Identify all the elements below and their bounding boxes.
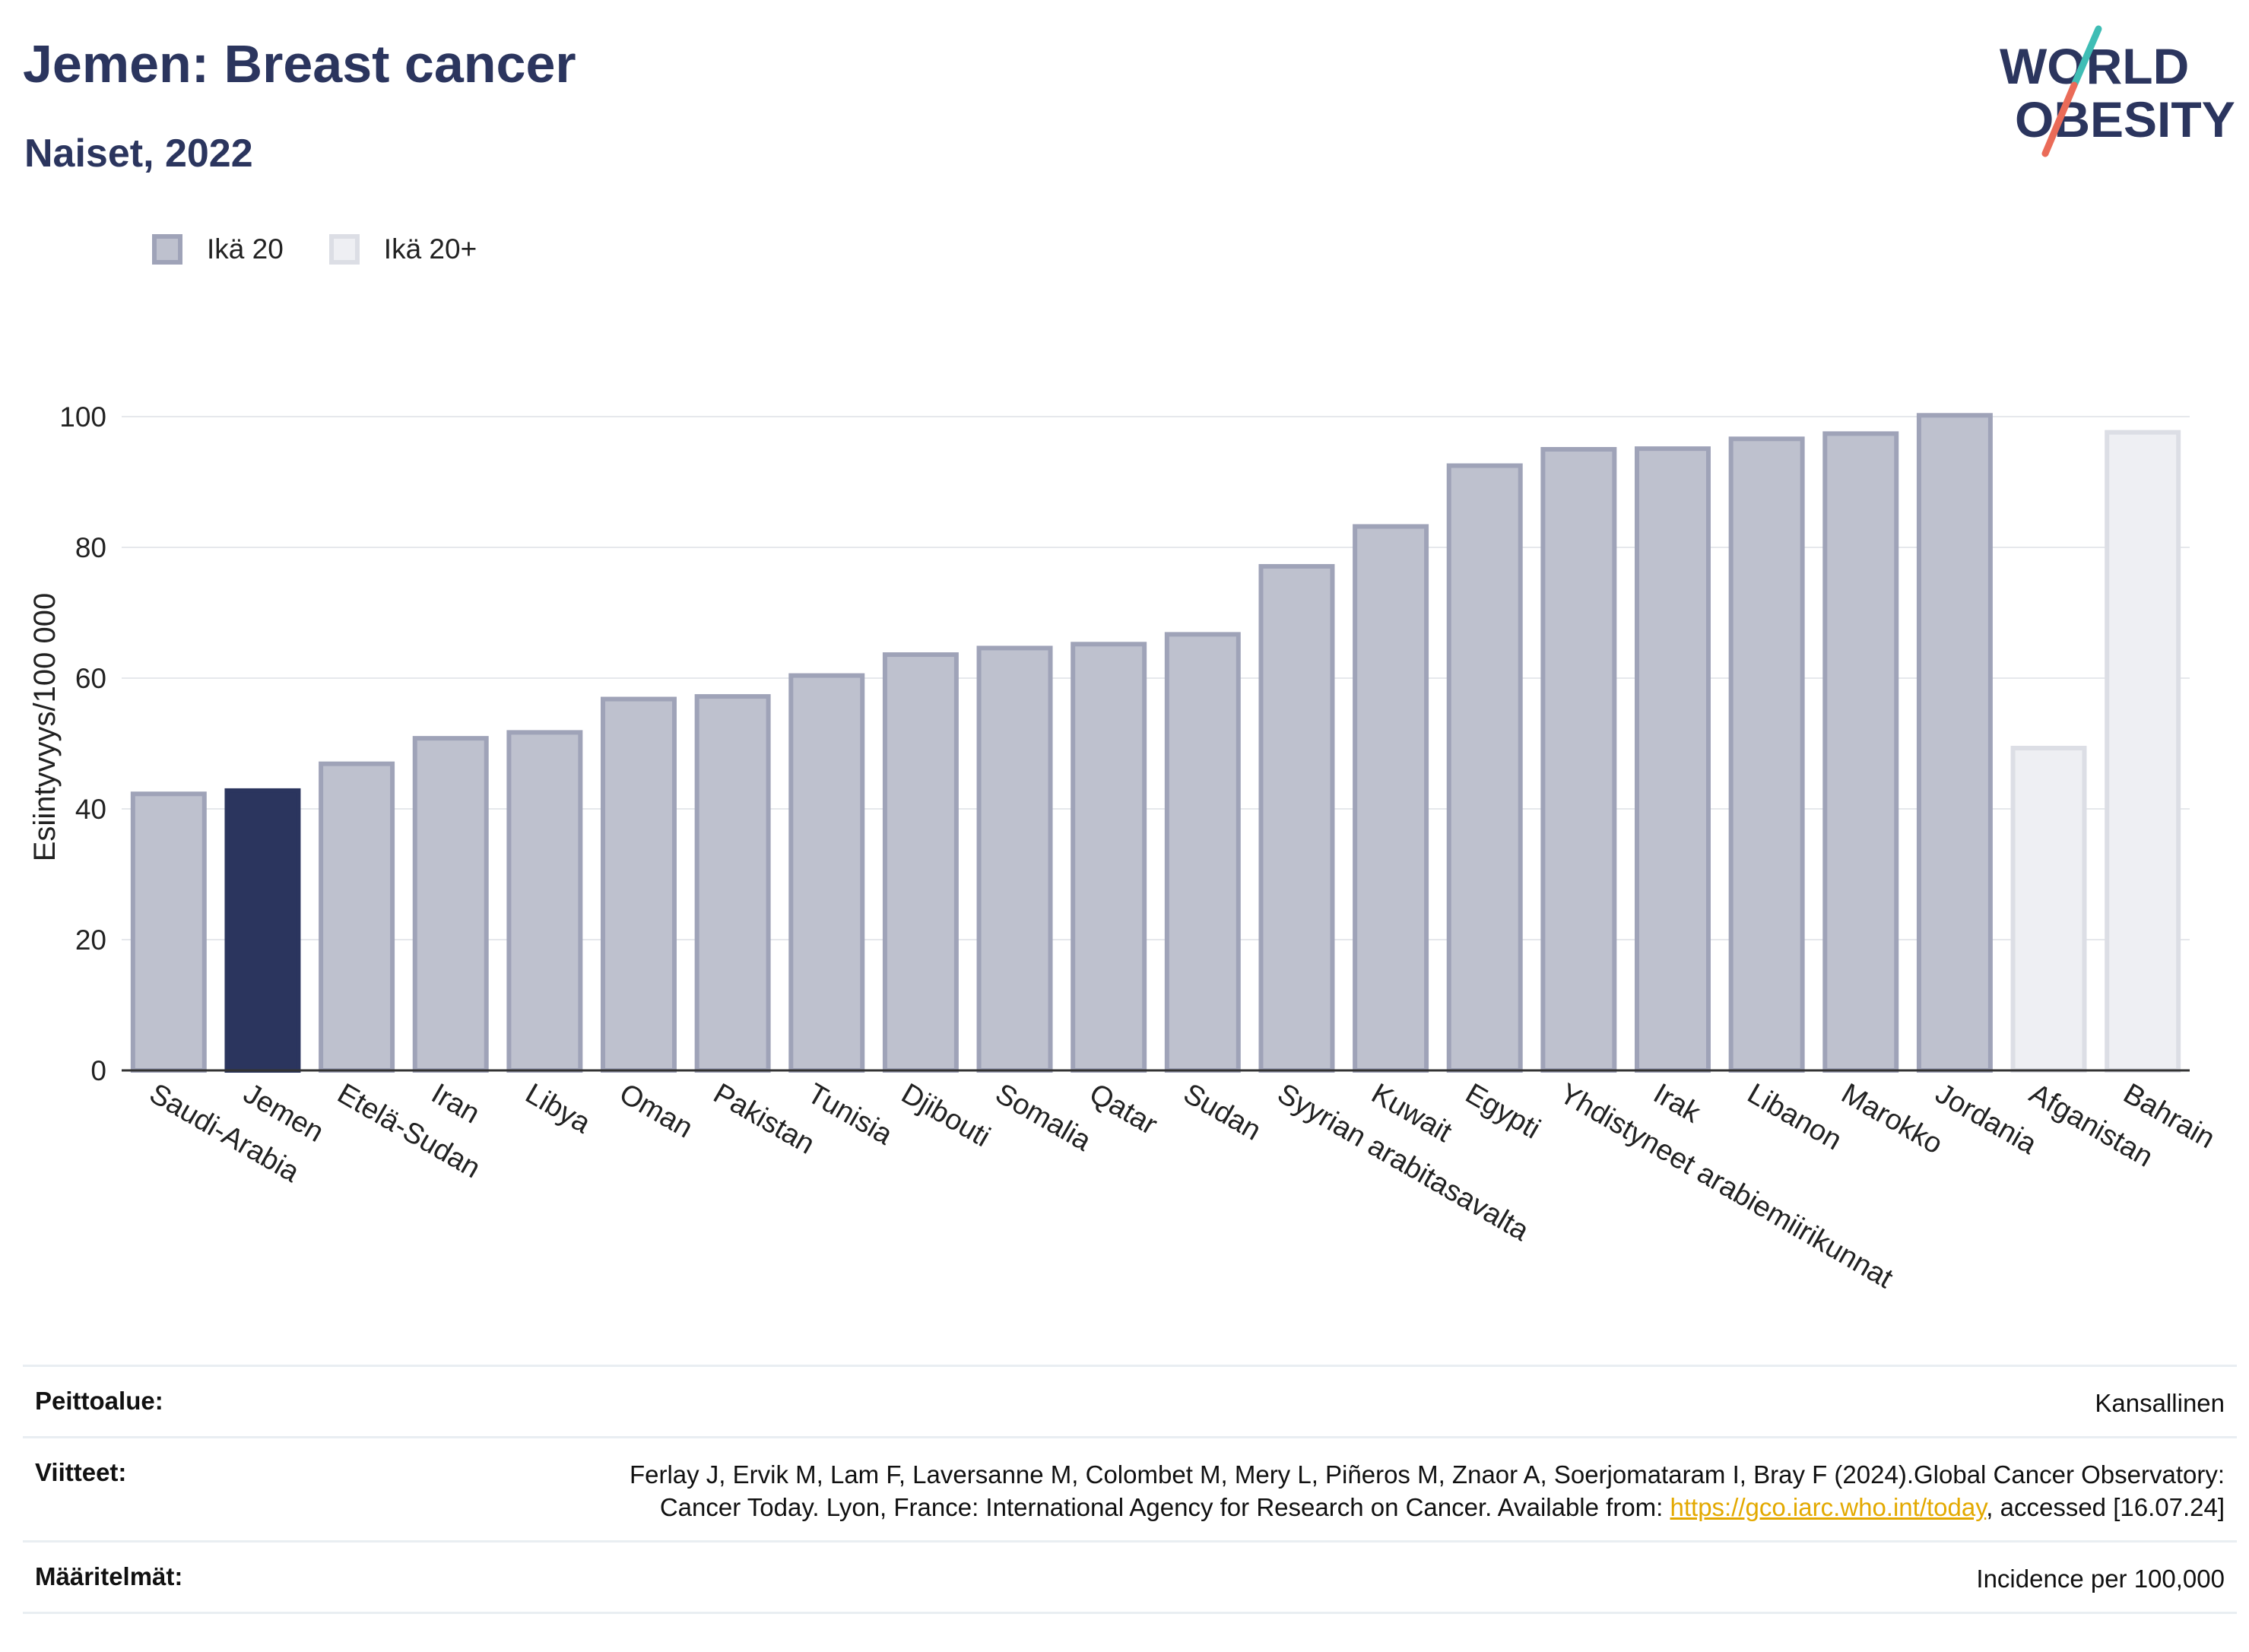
x-tick-label: Oman	[614, 1077, 699, 1144]
bar-somalia[interactable]	[976, 645, 1053, 1073]
y-axis-label: Esiintyvyys/100 000	[28, 593, 62, 862]
y-tick-label: 100	[59, 401, 106, 433]
bar-irak[interactable]	[1635, 446, 1711, 1073]
legend-item-series-1[interactable]: Ikä 20	[152, 233, 284, 265]
x-tick-label: Djibouti	[896, 1077, 995, 1153]
logo-slash-teal	[2070, 25, 2102, 89]
x-tick-label: Tunisia	[802, 1077, 899, 1151]
logo-line-1: WORLD	[2000, 38, 2189, 94]
bar-iran[interactable]	[412, 736, 489, 1073]
references-label: Viitteet:	[35, 1458, 127, 1486]
legend-swatch-series-2	[328, 234, 360, 265]
world-obesity-logo-icon: WORLD OBESITY	[2000, 25, 2235, 157]
bar-tunisia[interactable]	[788, 673, 865, 1073]
x-tick-label: Jordania	[1930, 1077, 2042, 1161]
bar-libanon[interactable]	[1728, 436, 1805, 1073]
bar-qatar[interactable]	[1071, 642, 1147, 1073]
definitions-label: Määritelmät:	[35, 1562, 183, 1590]
bar-libya[interactable]	[506, 730, 583, 1073]
logo-slash-coral	[2041, 81, 2078, 157]
bar-djibouti[interactable]	[882, 652, 959, 1073]
y-tick-label: 40	[75, 794, 106, 825]
x-tick-label: Sudan	[1178, 1077, 1266, 1146]
bar-jemen[interactable]	[224, 788, 301, 1073]
x-tick-label: Libanon	[1742, 1077, 1847, 1156]
definitions-value: Incidence per 100,000	[1976, 1565, 2225, 1593]
x-tick-label: Libya	[520, 1077, 596, 1140]
x-tick-label: Pakistan	[708, 1077, 820, 1160]
bar-kuwait[interactable]	[1353, 524, 1429, 1073]
x-tick-label: Iran	[426, 1077, 485, 1130]
footer-row-references: Viitteet: Ferlay J, Ervik M, Lam F, Lave…	[23, 1436, 2237, 1540]
legend-label-series-2: Ikä 20+	[383, 233, 477, 265]
bar-etel-sudan[interactable]	[319, 761, 395, 1073]
bar-oman[interactable]	[601, 696, 677, 1073]
bar-marokko[interactable]	[1822, 431, 1899, 1073]
bar-afganistan[interactable]	[2010, 746, 2087, 1073]
x-tick-label: Qatar	[1084, 1077, 1163, 1141]
y-tick-label: 0	[90, 1055, 106, 1086]
legend-swatch-series-1	[152, 234, 182, 265]
bar-egypti[interactable]	[1446, 463, 1523, 1073]
bar-yhdistyneet-arabiemiirikunnat[interactable]	[1540, 447, 1617, 1073]
y-tick-label: 60	[75, 663, 106, 694]
coverage-label: Peittoalue:	[35, 1387, 163, 1415]
bar-sudan[interactable]	[1164, 632, 1241, 1073]
bar-layer	[130, 413, 2181, 1073]
bar-pakistan[interactable]	[694, 694, 771, 1073]
bar-saudi-arabia[interactable]	[130, 791, 207, 1073]
references-value: Ferlay J, Ervik M, Lam F, Laversanne M, …	[628, 1458, 2225, 1524]
footer-row-coverage: Peittoalue: Kansallinen	[23, 1365, 2237, 1436]
chart-title: Jemen: Breast cancer	[23, 34, 576, 94]
y-tick-label: 20	[75, 924, 106, 956]
chart-footer: Peittoalue: Kansallinen Viitteet: Ferlay…	[23, 1365, 2237, 1614]
coverage-value: Kansallinen	[2095, 1389, 2225, 1417]
bar-syyrian-arabitasavalta[interactable]	[1258, 563, 1335, 1073]
bar-bahrain[interactable]	[2105, 430, 2181, 1073]
references-text-1: Ferlay J, Ervik M, Lam F, Laversanne M, …	[629, 1460, 2225, 1521]
legend-label-series-1: Ikä 20	[207, 233, 284, 265]
chart-legend: Ikä 20 Ikä 20+	[152, 228, 522, 271]
y-tick-label: 80	[75, 532, 106, 563]
footer-row-definitions: Määritelmät: Incidence per 100,000	[23, 1540, 2237, 1614]
x-tick-label: Somalia	[990, 1077, 1097, 1157]
chart-subtitle: Naiset, 2022	[24, 132, 253, 176]
legend-item-series-2[interactable]: Ikä 20+	[328, 233, 477, 265]
x-tick-label: Marokko	[1836, 1077, 1948, 1160]
references-text-2: , accessed [16.07.24]	[1986, 1493, 2225, 1521]
references-link[interactable]: https://gco.iarc.who.int/today	[1670, 1493, 1987, 1521]
x-tick-label: Egypti	[1460, 1077, 1545, 1145]
x-tick-label: Irak	[1648, 1077, 1707, 1130]
bar-jordania[interactable]	[1916, 413, 1993, 1073]
